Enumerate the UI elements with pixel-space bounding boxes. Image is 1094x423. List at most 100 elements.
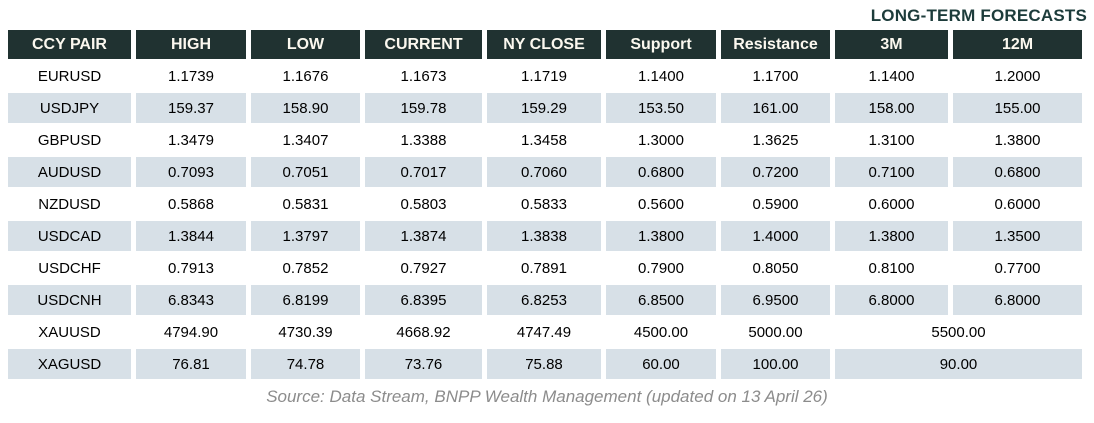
value-cell: 1.1700 xyxy=(721,61,830,91)
value-cell: 155.00 xyxy=(953,93,1082,123)
fx-forecast-table: CCY PAIR HIGH LOW CURRENT NY CLOSE Suppo… xyxy=(3,28,1087,381)
value-cell: 0.5868 xyxy=(136,189,246,219)
ccy-pair-cell: NZDUSD xyxy=(8,189,131,219)
value-cell: 0.5833 xyxy=(487,189,601,219)
value-cell: 0.7093 xyxy=(136,157,246,187)
value-cell: 100.00 xyxy=(721,349,830,379)
page-title: LONG-TERM FORECASTS xyxy=(870,6,1087,25)
value-cell: 74.78 xyxy=(251,349,360,379)
value-cell: 0.8050 xyxy=(721,253,830,283)
value-cell: 158.00 xyxy=(835,93,948,123)
value-cell: 1.1676 xyxy=(251,61,360,91)
value-cell: 0.7100 xyxy=(835,157,948,187)
value-cell: 6.8500 xyxy=(606,285,716,315)
value-cell: 0.5900 xyxy=(721,189,830,219)
value-cell: 1.3844 xyxy=(136,221,246,251)
table-row: USDCNH 6.8343 6.8199 6.8395 6.8253 6.8500 6.95… xyxy=(8,285,1082,315)
fx-forecast-page: LONG-TERM FORECASTS CCY PAIR HIGH LOW CU… xyxy=(0,6,1094,423)
value-cell: 1.1719 xyxy=(487,61,601,91)
value-cell: 1.3874 xyxy=(365,221,482,251)
value-cell: 1.3458 xyxy=(487,125,601,155)
table-row: USDCAD 1.3844 1.3797 1.3874 1.3838 1.3800 1.40… xyxy=(8,221,1082,251)
column-header-high: HIGH xyxy=(136,30,246,59)
value-cell: 1.3797 xyxy=(251,221,360,251)
value-cell: 0.7700 xyxy=(953,253,1082,283)
ccy-pair-cell: USDCHF xyxy=(8,253,131,283)
table-row: XAGUSD 76.81 74.78 73.76 75.88 60.00 100.00 90.… xyxy=(8,349,1082,379)
value-cell: 153.50 xyxy=(606,93,716,123)
value-cell: 6.8000 xyxy=(835,285,948,315)
column-header-support: Support xyxy=(606,30,716,59)
value-cell: 0.5600 xyxy=(606,189,716,219)
column-header-12m: 12M xyxy=(953,30,1082,59)
value-cell: 4500.00 xyxy=(606,317,716,347)
column-header-resistance: Resistance xyxy=(721,30,830,59)
value-cell: 161.00 xyxy=(721,93,830,123)
table-row: EURUSD 1.1739 1.1676 1.1673 1.1719 1.1400 1.17… xyxy=(8,61,1082,91)
column-header-ny-close: NY CLOSE xyxy=(487,30,601,59)
value-cell: 0.7200 xyxy=(721,157,830,187)
column-header-ccy-pair: CCY PAIR xyxy=(8,30,131,59)
ccy-pair-cell: GBPUSD xyxy=(8,125,131,155)
value-cell: 1.3838 xyxy=(487,221,601,251)
value-cell: 1.1400 xyxy=(606,61,716,91)
ccy-pair-cell: XAGUSD xyxy=(8,349,131,379)
value-cell: 4668.92 xyxy=(365,317,482,347)
value-cell: 1.3800 xyxy=(606,221,716,251)
value-cell: 0.6800 xyxy=(606,157,716,187)
value-cell: 0.7060 xyxy=(487,157,601,187)
value-cell: 159.37 xyxy=(136,93,246,123)
value-cell: 1.3388 xyxy=(365,125,482,155)
value-cell: 158.90 xyxy=(251,93,360,123)
value-cell: 1.3800 xyxy=(953,125,1082,155)
column-header-current: CURRENT xyxy=(365,30,482,59)
value-cell: 1.3407 xyxy=(251,125,360,155)
value-cell: 4730.39 xyxy=(251,317,360,347)
value-cell: 0.5831 xyxy=(251,189,360,219)
value-cell: 6.8000 xyxy=(953,285,1082,315)
ccy-pair-cell: XAUUSD xyxy=(8,317,131,347)
ccy-pair-cell: EURUSD xyxy=(8,61,131,91)
value-cell: 0.6000 xyxy=(835,189,948,219)
table-row: XAUUSD 4794.90 4730.39 4668.92 4747.49 4500.0… xyxy=(8,317,1082,347)
value-cell: 0.7051 xyxy=(251,157,360,187)
table-header-row: CCY PAIR HIGH LOW CURRENT NY CLOSE Suppo… xyxy=(8,30,1082,59)
value-cell: 4794.90 xyxy=(136,317,246,347)
ccy-pair-cell: USDCNH xyxy=(8,285,131,315)
ccy-pair-cell: USDCAD xyxy=(8,221,131,251)
value-cell: 6.8395 xyxy=(365,285,482,315)
value-cell: 6.8253 xyxy=(487,285,601,315)
value-cell: 1.3100 xyxy=(835,125,948,155)
value-cell: 0.5803 xyxy=(365,189,482,219)
value-cell: 159.29 xyxy=(487,93,601,123)
value-cell: 1.3500 xyxy=(953,221,1082,251)
value-cell: 1.1673 xyxy=(365,61,482,91)
value-cell: 1.1739 xyxy=(136,61,246,91)
value-cell: 0.7017 xyxy=(365,157,482,187)
value-cell: 6.9500 xyxy=(721,285,830,315)
value-cell: 0.6000 xyxy=(953,189,1082,219)
table-row: USDJPY 159.37 158.90 159.78 159.29 153.50 161.… xyxy=(8,93,1082,123)
value-cell: 6.8199 xyxy=(251,285,360,315)
value-cell: 1.3000 xyxy=(606,125,716,155)
value-cell: 1.3625 xyxy=(721,125,830,155)
value-cell: 0.7913 xyxy=(136,253,246,283)
value-cell: 0.7900 xyxy=(606,253,716,283)
value-cell: 73.76 xyxy=(365,349,482,379)
merged-forecast-cell: 90.00 xyxy=(835,349,1082,379)
value-cell: 4747.49 xyxy=(487,317,601,347)
ccy-pair-cell: AUDUSD xyxy=(8,157,131,187)
value-cell: 1.2000 xyxy=(953,61,1082,91)
ccy-pair-cell: USDJPY xyxy=(8,93,131,123)
source-note: Source: Data Stream, BNPP Wealth Managem… xyxy=(266,387,828,406)
value-cell: 1.4000 xyxy=(721,221,830,251)
value-cell: 1.1400 xyxy=(835,61,948,91)
table-row: USDCHF 0.7913 0.7852 0.7927 0.7891 0.7900 0.80… xyxy=(8,253,1082,283)
value-cell: 75.88 xyxy=(487,349,601,379)
value-cell: 76.81 xyxy=(136,349,246,379)
value-cell: 5000.00 xyxy=(721,317,830,347)
column-header-3m: 3M xyxy=(835,30,948,59)
merged-forecast-cell: 5500.00 xyxy=(835,317,1082,347)
value-cell: 6.8343 xyxy=(136,285,246,315)
value-cell: 0.6800 xyxy=(953,157,1082,187)
